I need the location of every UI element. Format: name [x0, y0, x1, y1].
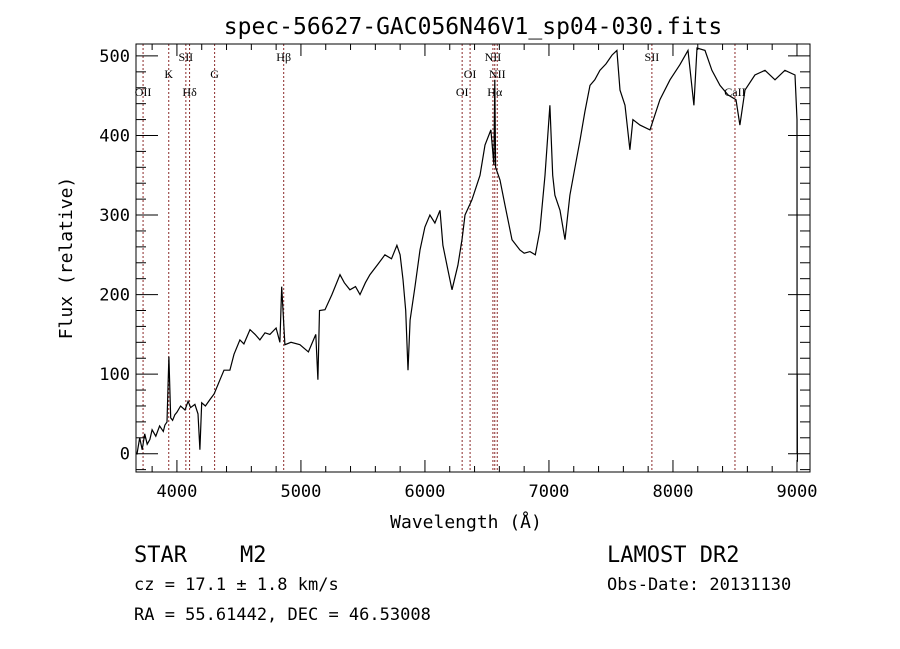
x-tick-label: 7000: [528, 482, 569, 502]
line-label: OII: [135, 85, 152, 99]
line-label: CaII: [724, 85, 745, 99]
line-label: OI: [464, 67, 477, 81]
y-tick-label: 500: [99, 47, 130, 67]
plot-frame: [135, 43, 811, 473]
chart-title: spec-56627-GAC056N46V1_sp04-030.fits: [224, 14, 723, 40]
line-markers: [142, 44, 736, 472]
y-axis-label: Flux (relative): [56, 177, 77, 340]
y-tick-label: 200: [99, 286, 130, 306]
axis-ticks: [136, 44, 810, 472]
y-tick-label: 400: [99, 126, 130, 146]
x-tick-label: 5000: [280, 482, 321, 502]
spectrum-line: [136, 47, 798, 462]
x-tick-label: 6000: [404, 482, 445, 502]
x-axis-label: Wavelength (Å): [390, 511, 542, 533]
redshift-cz: cz = 17.1 ± 1.8 km/s: [134, 575, 339, 595]
object-subclass: M2: [240, 543, 267, 568]
coordinates: RA = 55.61442, DEC = 46.53008: [134, 605, 431, 625]
line-label: G: [210, 67, 219, 81]
line-label: OI: [456, 85, 469, 99]
line-label: SII: [645, 50, 660, 64]
y-tick-label: 300: [99, 206, 130, 226]
line-label: SII: [179, 50, 194, 64]
object-class: STAR: [134, 543, 188, 568]
survey-name: LAMOST DR2: [607, 543, 739, 568]
y-tick-label: 100: [99, 365, 130, 385]
x-tick-label: 4000: [156, 482, 197, 502]
line-label: NII: [489, 67, 506, 81]
x-tick-label: 9000: [777, 482, 818, 502]
x-tick-label: 8000: [652, 482, 693, 502]
line-label: K: [164, 67, 173, 81]
tick-labels: 4000 5000 6000 7000 8000 9000 0 100 200 300 400 500: [99, 47, 817, 502]
line-label: Hβ: [276, 50, 291, 64]
line-label: Hδ: [182, 85, 197, 99]
y-tick-label: 0: [120, 445, 130, 465]
line-label: NII: [485, 50, 502, 64]
obs-date: Obs-Date: 20131130: [607, 575, 791, 595]
